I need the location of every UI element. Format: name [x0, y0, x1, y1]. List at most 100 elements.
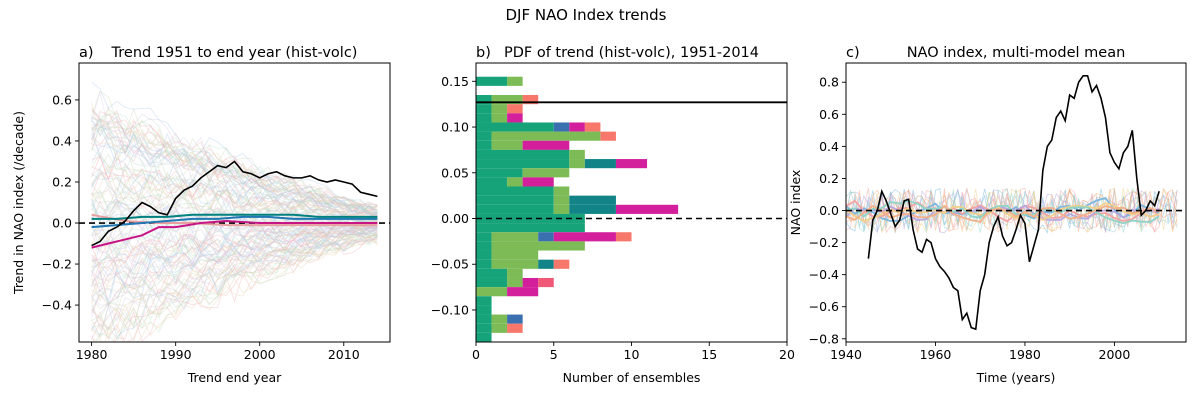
- histogram-bar-segment: [476, 140, 492, 150]
- ensemble-trend-line: [91, 226, 378, 294]
- histogram-bar-segment: [491, 232, 539, 242]
- histogram-bar-segment: [553, 195, 570, 205]
- plot-area: [79, 82, 390, 342]
- observed-nao-line: [867, 75, 1160, 331]
- x-tick-label: 10: [624, 347, 640, 362]
- y-tick-label: −0.4: [42, 298, 72, 313]
- ensemble-trend-line: [91, 225, 378, 275]
- x-tick-label: 15: [701, 347, 717, 362]
- histogram-bar-segment: [507, 277, 523, 288]
- histogram-bar-segment: [600, 131, 616, 141]
- ensemble-trend-line: [91, 233, 378, 341]
- ensemble-trend-line: [91, 225, 378, 282]
- axes-frame: [78, 62, 391, 343]
- panel-letter: a): [79, 45, 94, 61]
- histogram-bar-segment: [476, 314, 492, 324]
- x-tick-label: 1980: [1009, 347, 1041, 362]
- histogram-bar-segment: [569, 149, 585, 160]
- ensemble-trend-line: [91, 225, 378, 278]
- figure-title: DJF NAO Index trends: [505, 6, 666, 24]
- ensemble-trend-line: [91, 125, 378, 218]
- histogram-bar-segment: [569, 122, 585, 132]
- histogram-bar-segment: [476, 159, 570, 169]
- ensemble-trend-line: [91, 91, 378, 215]
- histogram-bar-segment: [476, 296, 492, 306]
- y-tick-label: 0.2: [819, 171, 839, 186]
- y-tick-label: −0.8: [809, 331, 839, 346]
- trend-series-line: [91, 215, 378, 229]
- ensemble-trend-line: [91, 118, 378, 215]
- ensemble-trend-line: [91, 143, 378, 220]
- ensemble-trend-line: [91, 147, 378, 219]
- histogram-bar-segment: [569, 159, 585, 169]
- y-tick-label: 0.15: [441, 74, 469, 89]
- ensemble-trend-line: [91, 228, 378, 304]
- y-tick-label: 0.8: [819, 75, 839, 90]
- ensemble-trend-line: [91, 238, 378, 329]
- histogram-bar-segment: [476, 186, 554, 196]
- x-axis-label: Number of ensembles: [563, 370, 701, 385]
- ensemble-trend-line: [91, 156, 378, 220]
- histogram-bar-segment: [522, 277, 539, 288]
- histogram-bar-segment: [476, 95, 492, 105]
- x-tick-label: 1980: [76, 347, 108, 362]
- histogram-bar-segment: [507, 287, 539, 297]
- histogram-bar-segment: [553, 122, 570, 132]
- x-tick-label: 0: [472, 347, 480, 362]
- histogram-bar-segment: [476, 204, 554, 214]
- ensemble-trend-line: [91, 235, 378, 342]
- histogram-bar-segment: [476, 76, 508, 86]
- histogram-bar-segment: [507, 323, 523, 333]
- ensemble-trend-line: [91, 222, 378, 276]
- ensemble-trend-line: [91, 226, 378, 271]
- ensemble-trend-line: [91, 236, 378, 340]
- histogram-bar-segment: [538, 277, 554, 288]
- histogram-bar-segment: [507, 113, 523, 123]
- ensemble-trend-line: [91, 234, 378, 340]
- ensemble-trend-line: [91, 230, 378, 306]
- y-tick-label: 0.10: [441, 120, 469, 135]
- histogram-bar-segment: [522, 140, 570, 150]
- histogram-bar-segment: [476, 232, 492, 242]
- histogram-bar-segment: [476, 104, 492, 114]
- plot-area: [846, 75, 1186, 331]
- ensemble-trend-line: [91, 151, 378, 221]
- ensemble-trend-line: [91, 199, 378, 237]
- ensemble-trend-line: [91, 224, 378, 284]
- histogram-bar-segment: [476, 287, 508, 297]
- ensemble-trend-line: [91, 231, 378, 320]
- ensemble-trend-line: [91, 229, 378, 302]
- y-tick-label: −0.05: [431, 257, 469, 272]
- plot-area: [476, 76, 787, 342]
- ensemble-trend-line: [91, 185, 378, 226]
- ensemble-trend-line: [91, 221, 378, 269]
- ensemble-trend-line: [91, 230, 378, 313]
- ensemble-trend-line: [91, 166, 378, 218]
- histogram-bar-segment: [522, 168, 570, 178]
- ensemble-trend-line: [91, 223, 378, 270]
- ensemble-trend-line: [91, 222, 378, 250]
- histogram-bar-segment: [491, 250, 539, 260]
- histogram-bar-segment: [569, 204, 616, 214]
- histogram-bar-segment: [507, 76, 523, 86]
- x-axis-label: Time (years): [976, 370, 1056, 385]
- histogram-bar-segment: [522, 177, 554, 187]
- x-tick-label: 2010: [328, 347, 360, 362]
- x-tick-label: 1990: [160, 347, 192, 362]
- histogram-bar-segment: [476, 305, 492, 315]
- histogram-bar-segment: [569, 195, 616, 205]
- ensemble-trend-line: [91, 223, 378, 287]
- histogram-bar-segment: [491, 140, 523, 150]
- histogram-bar-segment: [538, 232, 554, 242]
- x-tick-label: 1940: [830, 347, 862, 362]
- histogram-bar-segment: [507, 177, 523, 187]
- model-mean-line: [846, 204, 1160, 223]
- ensemble-trend-line: [91, 123, 378, 214]
- y-axis-label: Trend in NAO index (/decade): [11, 111, 26, 295]
- x-tick-label: 2000: [244, 347, 276, 362]
- ensemble-trend-line: [91, 219, 378, 260]
- ensemble-trend-line: [91, 126, 378, 210]
- trend-series-line: [91, 213, 378, 220]
- ensemble-trend-line: [91, 126, 378, 215]
